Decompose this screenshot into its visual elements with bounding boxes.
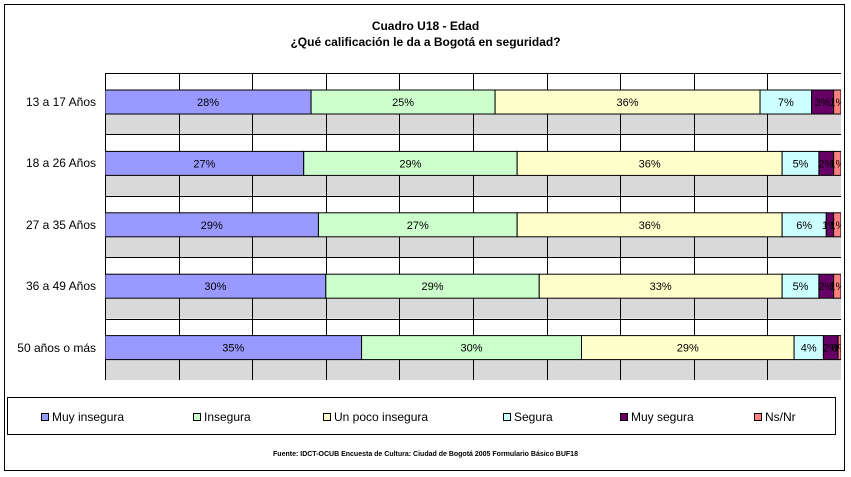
data-label: 30% [204, 281, 226, 293]
chart-subtitle: ¿Qué calificación le da a Bogotá en segu… [290, 35, 561, 49]
bar-chart-svg: 28%25%36%7%3%1%27%29%36%5%2%1%29%27%36%6… [105, 73, 841, 380]
category-label: 13 a 17 Años [25, 95, 96, 109]
bar-segment [494, 89, 761, 115]
data-label: 27% [193, 158, 215, 170]
data-label: 1% [829, 97, 841, 109]
data-label: 1% [829, 220, 841, 232]
bar-segment [105, 273, 327, 299]
category-label: 50 años o más [17, 340, 96, 355]
legend-label: Ns/Nr [765, 410, 796, 424]
bar-segment [833, 212, 841, 238]
data-label: 30% [461, 343, 483, 355]
data-label: 1% [829, 158, 841, 170]
data-label: 35% [222, 343, 244, 355]
bar-segment [516, 212, 783, 238]
legend-label: Un poco insegura [334, 410, 429, 424]
data-label: 7% [778, 97, 794, 109]
data-label: 1% [829, 281, 841, 293]
chart-title: Cuadro U18 - Edad [371, 19, 480, 33]
data-label: 5% [793, 158, 809, 170]
data-label: 36% [639, 158, 661, 170]
legend: Muy insegura Insegura Un poco insegura Segu… [7, 397, 836, 435]
legend-label: Muy insegura [52, 410, 125, 424]
legend-item: Insegura [193, 410, 251, 424]
bar-segment [833, 150, 841, 176]
legend-label: Segura [514, 410, 553, 424]
bar-segment [580, 335, 795, 361]
legend-label: Muy segura [631, 410, 694, 424]
bar-segment [105, 150, 305, 176]
bar-segment [325, 273, 540, 299]
bar-segment [105, 212, 319, 238]
bar-segment [105, 89, 312, 115]
bar-segment [538, 273, 783, 299]
data-label: 2% [818, 158, 834, 170]
legend-item: Segura [503, 410, 553, 424]
data-label: 3% [815, 97, 831, 109]
bar-segment [781, 150, 820, 176]
legend-item: Muy insegura [41, 410, 124, 424]
bar-segment [317, 212, 518, 238]
category-label: 18 a 26 Años [25, 156, 96, 171]
data-label: 27% [407, 220, 429, 232]
data-label: 25% [392, 97, 414, 109]
bar-segment [781, 273, 820, 299]
data-label: 4% [801, 343, 817, 355]
data-label: 36% [617, 97, 639, 109]
bar-segment [837, 335, 841, 361]
data-label: 36% [639, 220, 661, 232]
data-label: 0% [832, 343, 841, 355]
legend-swatch [41, 412, 49, 421]
legend-swatch [620, 412, 628, 421]
source-note: Fuente: IDCT-OCUB Encuesta de Cultura: C… [273, 451, 578, 458]
legend-label: Insegura [204, 410, 251, 424]
legend-item: Ns/Nr [754, 410, 796, 424]
bar-segment [516, 150, 783, 176]
bar-segment [105, 335, 363, 361]
data-label: 33% [650, 281, 672, 293]
bar-segment [361, 335, 582, 361]
data-label: 6% [796, 220, 812, 232]
legend-swatch [193, 412, 201, 421]
legend-swatch [503, 412, 511, 421]
bar-segment [833, 273, 841, 299]
category-label: 36 a 49 Años [25, 279, 96, 294]
data-label: 29% [399, 158, 421, 170]
legend-swatch [754, 412, 762, 421]
legend-item: Muy segura [620, 410, 694, 424]
data-label: 2% [818, 281, 834, 293]
bar-segment [310, 89, 496, 115]
bar-segment [793, 335, 824, 361]
data-label: 2% [823, 343, 839, 355]
bar-segment [833, 89, 841, 115]
data-label: 29% [677, 343, 699, 355]
legend-item: Un poco insegura [323, 410, 428, 424]
data-label: 29% [422, 281, 444, 293]
category-label: 27 a 35 Años [25, 217, 96, 232]
data-label: 29% [201, 220, 223, 232]
data-label: 5% [793, 281, 809, 293]
plot-area: 28%25%36%7%3%1%27%29%36%5%2%1%29%27%36%6… [105, 73, 841, 380]
data-label: 28% [197, 97, 219, 109]
legend-swatch [323, 412, 331, 421]
